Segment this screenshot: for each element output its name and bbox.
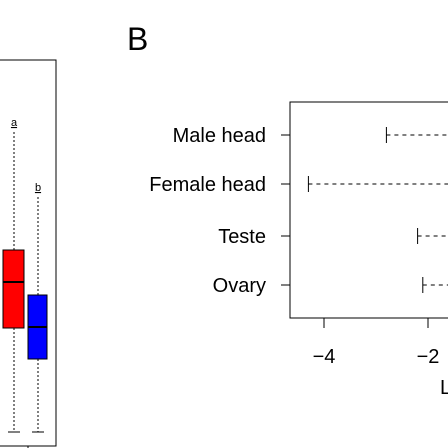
box-a [2, 249, 25, 329]
panel-b: B Male head Female head Teste Ovary −4 −2 L [127, 21, 448, 399]
x-tick-label-1: −2 [417, 346, 440, 368]
group-letter-b: b [35, 182, 41, 194]
category-label-male-head: Male head [173, 125, 266, 147]
panel-b-x-axis-label: L [440, 377, 448, 399]
category-label-ovary: Ovary [213, 275, 266, 297]
panel-b-letter: B [127, 21, 148, 57]
category-label-teste: Teste [218, 226, 266, 248]
group-letter-a: a [11, 117, 18, 129]
panel-a: a b auto [0, 59, 57, 448]
x-tick-label-0: −4 [313, 346, 336, 368]
panel-b-frame [289, 101, 448, 319]
category-label-female-head: Female head [149, 174, 266, 196]
